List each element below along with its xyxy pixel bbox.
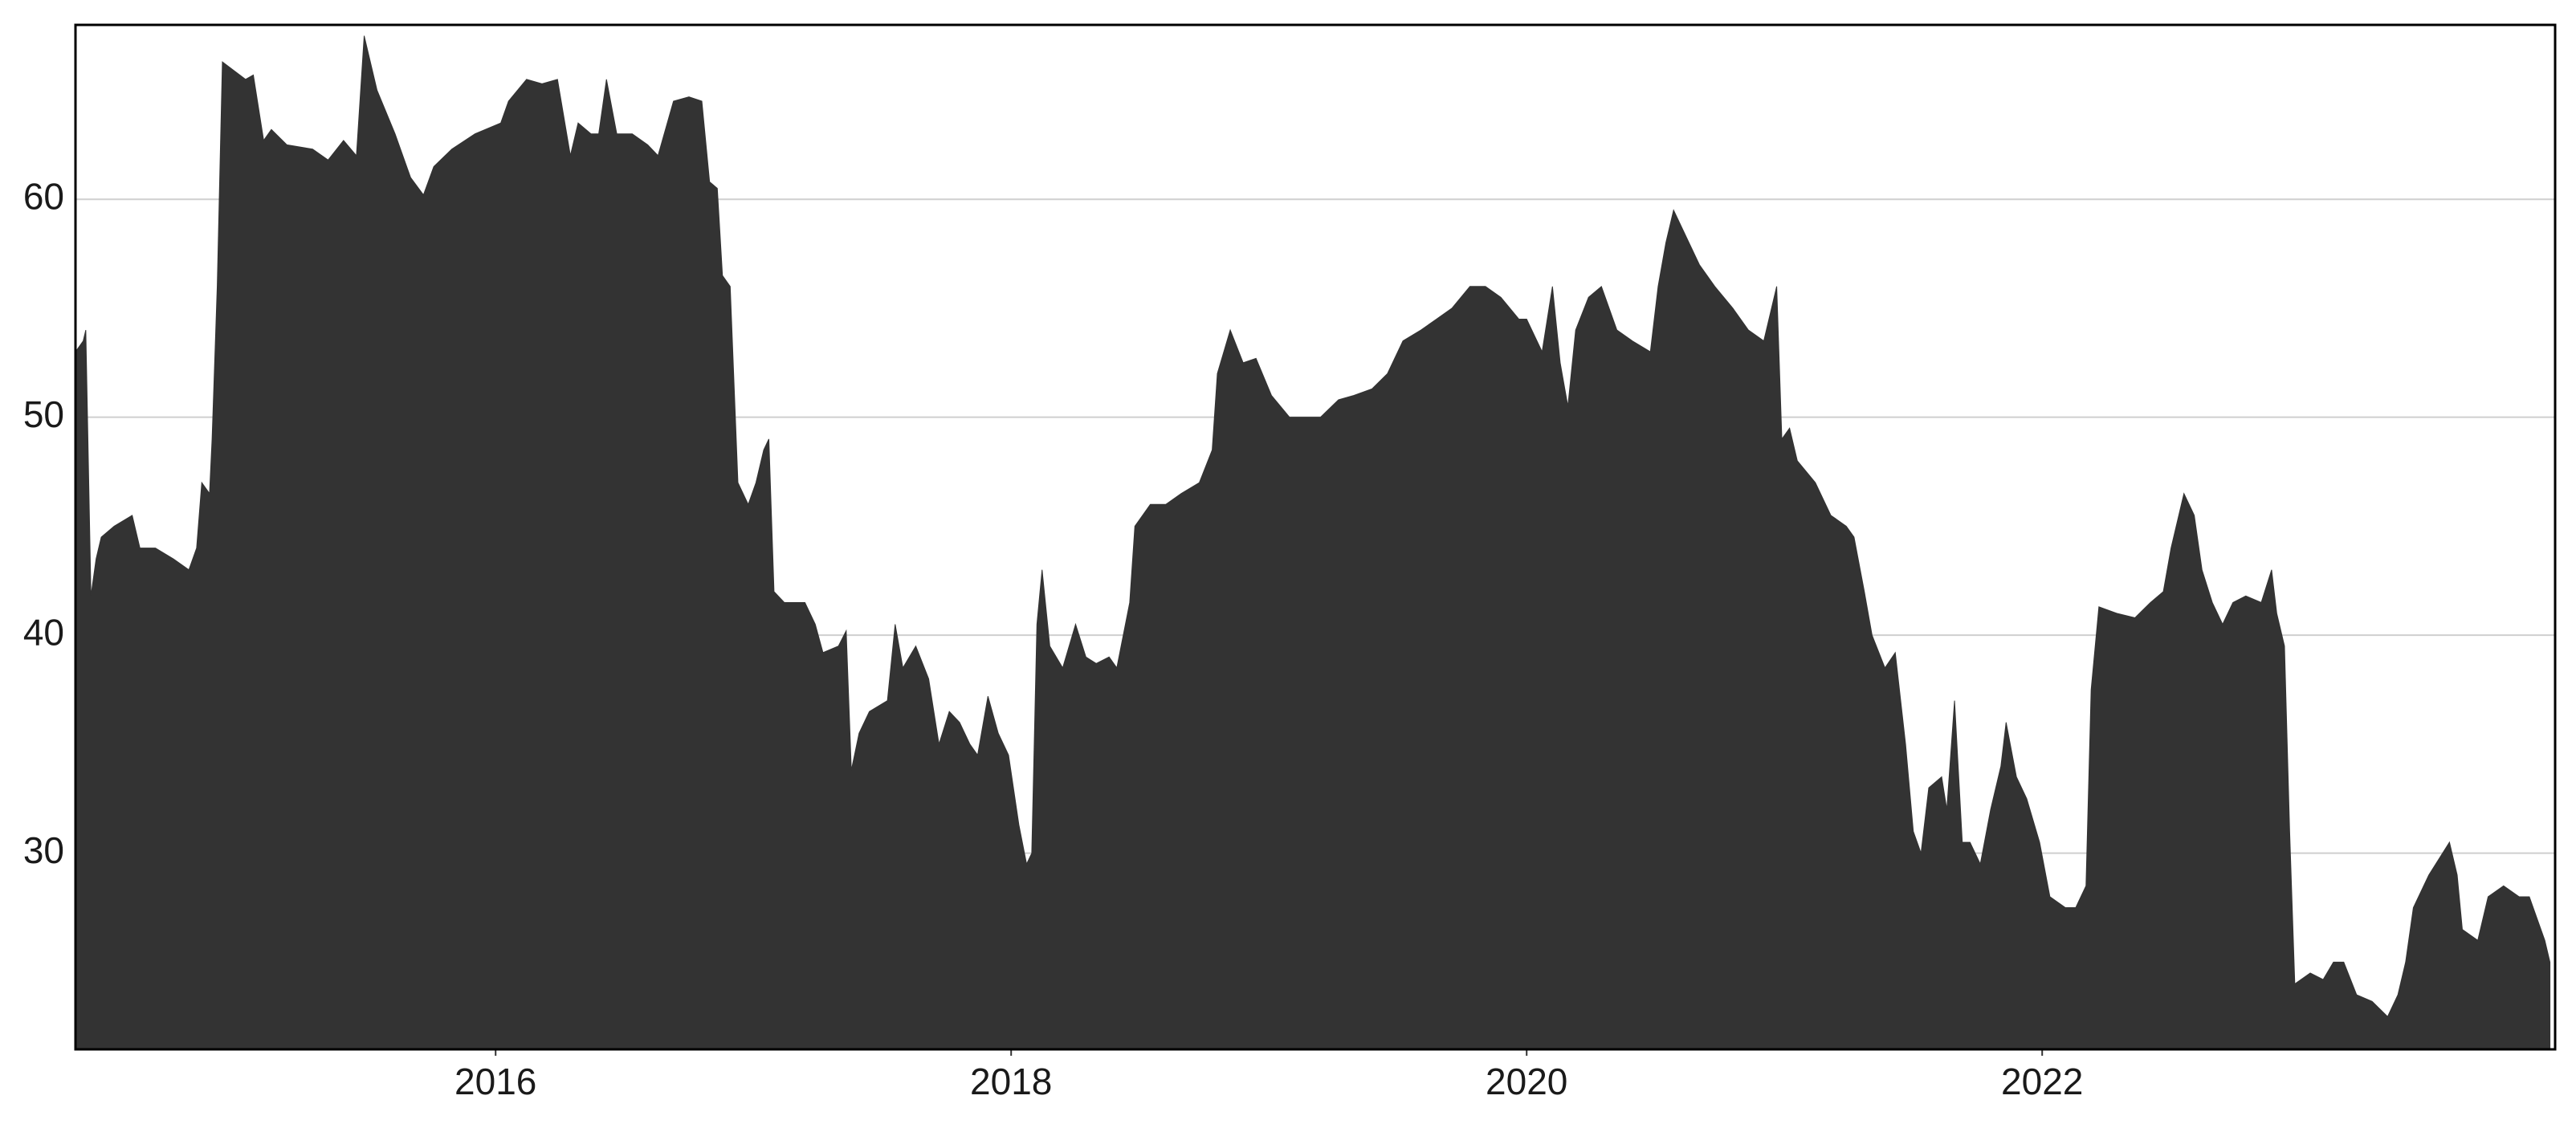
x-tick-label: 2018: [970, 1061, 1052, 1102]
plot-border: [74, 23, 2557, 1051]
y-tick-label: 40: [23, 611, 64, 653]
x-tick-label: 2016: [454, 1061, 536, 1102]
area: [75, 35, 2551, 1050]
x-tick-label: 2020: [1486, 1061, 1567, 1102]
x-tick-label: 2022: [2001, 1061, 2083, 1102]
y-tick-label: 60: [23, 175, 64, 217]
y-tick-label: 30: [23, 829, 64, 871]
y-tick-label: 50: [23, 393, 64, 435]
